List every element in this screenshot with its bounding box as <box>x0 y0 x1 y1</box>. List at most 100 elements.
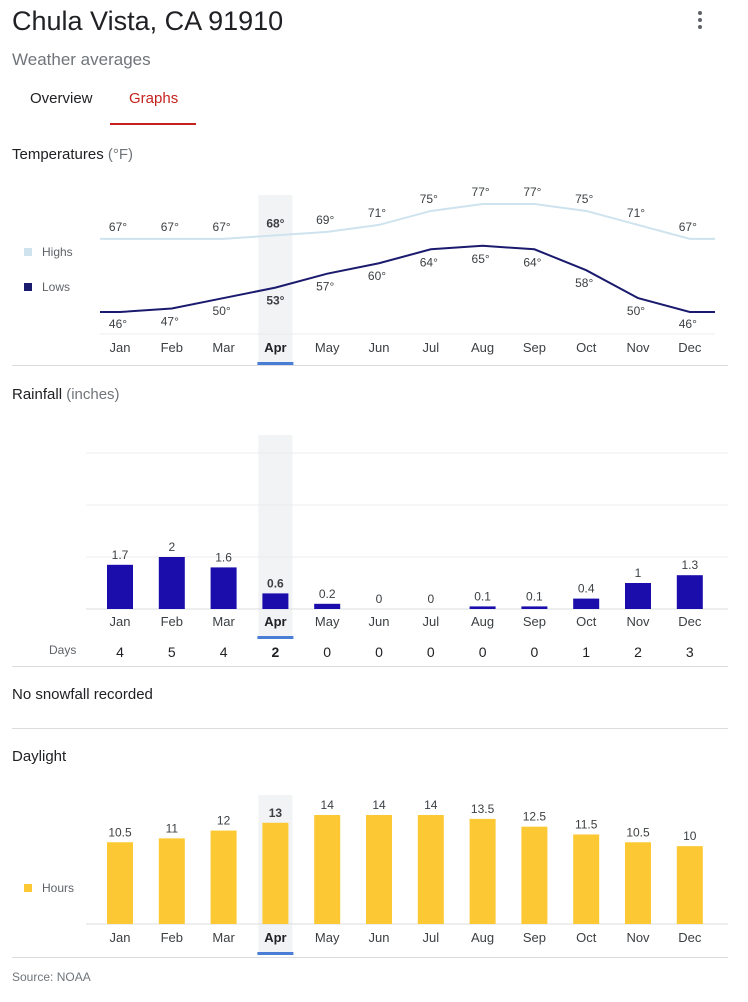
month-tick-label[interactable]: Sep <box>523 340 546 355</box>
lows-data-label: 64° <box>420 255 438 269</box>
month-tick-label[interactable]: Apr <box>264 340 286 355</box>
highs-data-label: 77° <box>472 185 490 199</box>
rain-days-value: 0 <box>427 644 435 660</box>
lows-line <box>100 244 715 313</box>
selected-month-indicator <box>257 362 294 365</box>
month-tick-label[interactable]: Mar <box>212 930 235 945</box>
rain-days-value: 0 <box>479 644 487 660</box>
daylight-chart: Jan Feb Mar Apr May Jun Jul Aug Sep Oct Nov Dec 10.5… <box>24 795 728 955</box>
lows-data-label: 46° <box>679 317 697 331</box>
daylight-bar <box>158 838 185 924</box>
highs-data-label: 71° <box>627 206 645 220</box>
highs-data-label: 71° <box>368 206 386 220</box>
month-tick-label[interactable]: Oct <box>576 614 597 629</box>
month-tick-label[interactable]: Mar <box>212 614 235 629</box>
rain-days-value: 4 <box>220 644 228 660</box>
rainfall-bar <box>210 567 237 609</box>
rainfall-bar <box>158 557 185 609</box>
rainfall-bar <box>625 583 651 609</box>
month-tick-label[interactable]: Jun <box>369 930 390 945</box>
temperatures-unit: (°F) <box>107 146 134 163</box>
daylight-data-label: 14 <box>424 798 438 812</box>
month-tick-label[interactable]: Apr <box>264 614 286 629</box>
month-tick-label[interactable]: Jul <box>422 614 439 629</box>
lows-legend-label: Lows <box>42 280 70 294</box>
month-tick-label[interactable]: Dec <box>678 930 702 945</box>
rain-days-value: 2 <box>272 644 280 660</box>
month-tick-label[interactable]: Apr <box>264 930 286 945</box>
rainfall-data-label: 1.6 <box>215 550 232 564</box>
daylight-data-label: 10.5 <box>108 825 132 839</box>
more-options-icon[interactable] <box>690 10 710 30</box>
month-tick-label[interactable]: Jun <box>369 340 390 355</box>
rainfall-data-label: 2 <box>168 540 175 554</box>
daylight-bar <box>417 815 444 924</box>
rain-days-value: 3 <box>686 644 694 660</box>
rainfall-data-label: 1.3 <box>681 558 698 572</box>
month-tick-label[interactable]: May <box>315 614 340 629</box>
lows-data-label: 64° <box>523 255 541 269</box>
month-tick-label[interactable]: Dec <box>678 614 702 629</box>
daylight-title: Daylight <box>12 748 67 765</box>
daylight-bar <box>573 834 600 924</box>
hours-legend-label: Hours <box>42 881 74 895</box>
month-tick-label[interactable]: Sep <box>523 930 546 945</box>
month-tick-label[interactable]: Oct <box>576 340 597 355</box>
rain-days-value: 2 <box>634 644 642 660</box>
divider <box>12 666 728 667</box>
highs-data-label: 75° <box>575 192 593 206</box>
month-tick-label[interactable]: Oct <box>576 930 597 945</box>
lows-data-label: 58° <box>575 276 593 290</box>
rainfall-title: Rainfall (inches) <box>12 386 120 403</box>
month-tick-label[interactable]: Nov <box>626 340 650 355</box>
month-tick-label[interactable]: May <box>315 340 340 355</box>
month-tick-label[interactable]: Jul <box>422 340 439 355</box>
month-tick-label[interactable]: Jan <box>110 930 131 945</box>
month-tick-label[interactable]: Nov <box>626 930 650 945</box>
divider <box>12 957 728 958</box>
month-tick-label[interactable]: Feb <box>161 340 183 355</box>
month-tick-label[interactable]: Jan <box>110 340 131 355</box>
temperatures-title: Temperatures (°F) <box>12 146 133 163</box>
daylight-data-label: 10 <box>683 829 697 843</box>
rain-days-value: 1 <box>582 644 590 660</box>
month-tick-label[interactable]: Jun <box>369 614 390 629</box>
month-tick-label[interactable]: Aug <box>471 930 494 945</box>
month-tick-label[interactable]: Jul <box>422 930 439 945</box>
daylight-data-label: 11.5 <box>575 817 598 831</box>
highs-data-label: 67° <box>213 220 231 234</box>
month-tick-label[interactable]: Dec <box>678 340 702 355</box>
snowfall-note: No snowfall recorded <box>12 686 153 703</box>
tab-overview[interactable]: Overview <box>30 90 93 107</box>
rainfall-data-label: 0.1 <box>526 589 543 603</box>
highs-data-label: 67° <box>109 220 127 234</box>
highs-legend-swatch <box>24 248 32 256</box>
days-label: Days <box>49 643 76 657</box>
month-tick-label[interactable]: Mar <box>212 340 235 355</box>
daylight-bar <box>521 826 548 924</box>
lows-legend-swatch <box>24 283 32 291</box>
highs-data-label: 68° <box>266 216 284 230</box>
daylight-data-label: 14 <box>372 798 386 812</box>
month-tick-label[interactable]: Aug <box>471 614 494 629</box>
month-tick-label[interactable]: Sep <box>523 614 546 629</box>
daylight-bar <box>676 846 703 924</box>
daylight-bar <box>625 842 651 924</box>
highs-line <box>100 203 715 240</box>
month-tick-label[interactable]: Jan <box>110 614 131 629</box>
daylight-data-label: 12.5 <box>523 810 547 824</box>
month-tick-label[interactable]: Feb <box>161 930 183 945</box>
temperature-chart: Jan Feb Mar Apr May Jun Jul Aug Sep Oct Nov Dec 67° 6… <box>24 185 715 365</box>
lows-data-label: 65° <box>472 252 490 266</box>
month-tick-label[interactable]: Nov <box>626 614 650 629</box>
tab-graphs[interactable]: Graphs <box>129 90 179 107</box>
month-tick-label[interactable]: Feb <box>161 614 183 629</box>
month-tick-label[interactable]: Aug <box>471 340 494 355</box>
daylight-bar <box>107 842 133 924</box>
daylight-data-label: 12 <box>217 814 231 828</box>
month-tick-label[interactable]: May <box>315 930 340 945</box>
daylight-data-label: 10.5 <box>626 825 650 839</box>
daylight-data-label: 14 <box>321 798 335 812</box>
lows-data-label: 50° <box>627 304 645 318</box>
rainfall-data-label: 0.4 <box>578 582 595 596</box>
